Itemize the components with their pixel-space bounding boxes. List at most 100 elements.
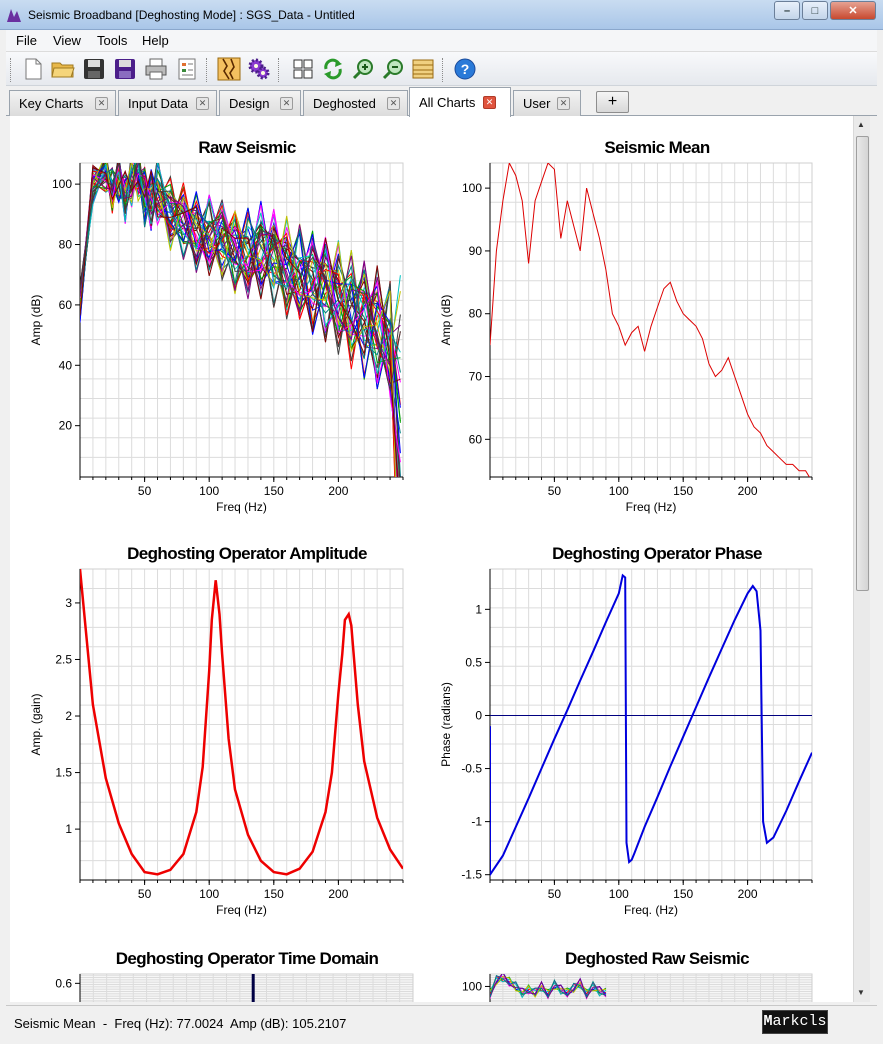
series-line — [80, 164, 401, 463]
zoom-in-icon[interactable] — [350, 56, 376, 82]
vertical-scrollbar[interactable]: ▲ ▼ — [853, 116, 870, 1002]
series-line — [490, 976, 607, 997]
zoom-out-icon[interactable] — [380, 56, 406, 82]
chart-title: Deghosting Operator Phase — [552, 544, 762, 563]
y-tick-label: 2 — [65, 709, 72, 723]
x-tick-label: 200 — [328, 887, 348, 901]
title-bar[interactable]: Seismic Broadband [Deghosting Mode] : SG… — [0, 0, 883, 30]
tab-deghosted[interactable]: Deghosted ✕ — [303, 90, 408, 116]
tab-close-icon[interactable]: ✕ — [483, 96, 496, 109]
seismic-trace-icon[interactable] — [216, 56, 242, 82]
x-tick-label: 150 — [264, 887, 284, 901]
company-logo: Μarkcls — [762, 1010, 828, 1034]
plot-series — [490, 974, 607, 1000]
series-line — [80, 163, 396, 477]
new-file-icon[interactable] — [20, 56, 46, 82]
scroll-up-icon[interactable]: ▲ — [857, 120, 865, 129]
x-tick-label: 150 — [673, 887, 693, 901]
print-icon[interactable] — [143, 56, 169, 82]
plot-series — [490, 573, 812, 877]
status-bar: Seismic Mean - Freq (Hz): 77.0024 Amp (d… — [6, 1005, 877, 1038]
save-icon[interactable] — [81, 56, 107, 82]
plot-series — [490, 163, 810, 477]
tab-close-icon[interactable]: ✕ — [95, 97, 108, 110]
grid-layout-icon[interactable] — [290, 56, 316, 82]
chart-4: Deghosting Operator Phase -1.5 -1 -0.5 0 0.5 1… — [439, 544, 813, 917]
x-tick-label: 200 — [328, 484, 348, 498]
svg-text:?: ? — [461, 61, 470, 77]
toolbar-separator — [442, 58, 444, 82]
series-line — [80, 168, 396, 477]
y-tick-label: 0.6 — [55, 976, 72, 990]
chart-title: Deghosted Raw Seismic — [565, 949, 749, 968]
toolbar-separator — [278, 58, 280, 82]
series-line — [490, 573, 812, 877]
series-line — [80, 163, 401, 373]
x-tick-label: 50 — [138, 484, 152, 498]
scrollbar-thumb[interactable] — [856, 136, 869, 591]
x-tick-label: 200 — [738, 484, 758, 498]
add-tab-button[interactable]: + — [596, 91, 629, 113]
menu-file[interactable]: File — [16, 33, 37, 48]
y-tick-label: -0.5 — [461, 762, 482, 776]
help-icon[interactable]: ? — [452, 56, 478, 82]
chart-6: Deghosted Raw Seismic 100 — [462, 949, 813, 1002]
y-tick-label: 100 — [462, 979, 482, 993]
scroll-down-icon[interactable]: ▼ — [857, 988, 865, 997]
chart-3: Deghosting Operator Amplitude 1 1.5 2 2.5 3 50… — [29, 544, 404, 917]
tab-design[interactable]: Design ✕ — [219, 90, 301, 116]
y-tick-label: 1.5 — [55, 766, 72, 780]
y-axis-label: Phase (radians) — [439, 682, 453, 767]
x-axis-label: Freq (Hz) — [216, 500, 267, 514]
series-line — [490, 975, 606, 999]
tab-label: All Charts — [419, 95, 476, 110]
properties-icon[interactable] — [174, 56, 200, 82]
layers-icon[interactable] — [410, 56, 436, 82]
y-axis-label: Amp (dB) — [439, 295, 453, 346]
close-button[interactable]: ✕ — [830, 1, 876, 20]
logo-text: arkcls — [772, 1013, 827, 1030]
series-line — [80, 163, 399, 477]
toolbar-separator — [206, 58, 208, 82]
x-tick-label: 200 — [738, 887, 758, 901]
status-text: Seismic Mean - Freq (Hz): 77.0024 Amp (d… — [14, 1016, 347, 1031]
tab-close-icon[interactable]: ✕ — [196, 97, 209, 110]
tab-key-charts[interactable]: Key Charts ✕ — [9, 90, 116, 116]
chart-2: Seismic Mean 60 70 80 90 100 50 100 150 200 Freq (… — [439, 138, 813, 514]
chart-title: Deghosting Operator Amplitude — [127, 544, 367, 563]
menu-view[interactable]: View — [53, 33, 81, 48]
tab-close-icon[interactable]: ✕ — [387, 97, 400, 110]
series-line — [490, 975, 607, 998]
x-axis-label: Freq (Hz) — [216, 903, 267, 917]
tab-close-icon[interactable]: ✕ — [557, 97, 570, 110]
tab-user[interactable]: User ✕ — [513, 90, 581, 116]
tab-label: Input Data — [128, 96, 188, 111]
tab-input-data[interactable]: Input Data ✕ — [118, 90, 217, 116]
series-line — [80, 163, 396, 477]
refresh-icon[interactable] — [320, 56, 346, 82]
series-line — [80, 163, 401, 374]
y-tick-label: 70 — [469, 370, 483, 384]
menu-bar: File View Tools Help — [6, 30, 877, 52]
tab-close-icon[interactable]: ✕ — [280, 97, 293, 110]
tab-all-charts[interactable]: All Charts ✕ — [409, 87, 511, 117]
y-tick-label: 100 — [462, 181, 482, 195]
series-line — [80, 163, 401, 391]
save-as-icon[interactable] — [112, 56, 138, 82]
open-folder-icon[interactable] — [50, 56, 76, 82]
tab-label: Design — [229, 96, 270, 111]
menu-help[interactable]: Help — [142, 33, 169, 48]
y-tick-label: 0 — [475, 708, 482, 722]
toolbar: ? — [6, 52, 877, 86]
minimize-button[interactable]: – — [774, 1, 800, 20]
settings-gears-icon[interactable] — [246, 56, 272, 82]
chart-5: Deghosting Operator Time Domain 0.6 — [55, 949, 414, 1002]
plot-series — [80, 163, 401, 477]
menu-tools[interactable]: Tools — [97, 33, 128, 48]
maximize-button[interactable]: □ — [802, 1, 828, 20]
y-tick-label: 80 — [469, 307, 483, 321]
series-line — [490, 163, 810, 477]
series-line — [80, 166, 398, 477]
y-axis-label: Amp (dB) — [29, 295, 43, 346]
